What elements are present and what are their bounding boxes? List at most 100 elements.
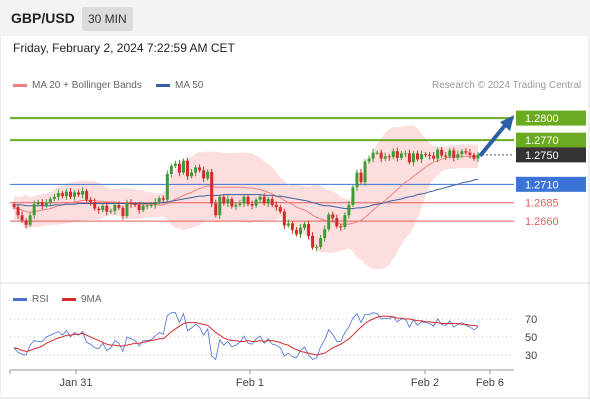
candle-body-58 [246,196,250,205]
timeframe-button[interactable]: 30 MIN [82,7,133,31]
candle-body-18 [85,190,89,200]
candle-body-19 [89,199,93,202]
candle-body-61 [258,196,262,200]
candle-body-92 [383,156,387,159]
x-label-3: Feb 6 [476,377,504,389]
candle-body-70 [294,229,298,235]
legend-9ma: 9MA [62,294,102,305]
candle-body-38 [165,174,169,200]
candle-body-47 [202,170,206,179]
candle-body-5 [32,204,36,216]
candle-body-67 [282,211,286,226]
candle-body-63 [266,199,270,204]
candle-body-17 [81,190,85,195]
candle-body-102 [424,154,428,156]
candle-body-98 [407,153,411,163]
candle-body-104 [432,155,436,159]
legend-ma20: MA 20 + Bollinger Bands [13,80,142,91]
candle-body-37 [161,198,165,200]
candle-body-80 [335,218,339,227]
candle-body-115 [476,154,480,159]
credit-text: Research © 2024 Trading Central [432,80,582,91]
candle-body-86 [359,172,363,183]
level-label-1: 1.2770 [525,135,559,147]
legend-ma50: MA 50 [156,80,203,91]
candle-body-43 [185,160,189,177]
legend-rsi-swatch [13,297,27,301]
legend-rsi: RSI [13,294,49,305]
candle-body-35 [153,201,157,205]
candle-body-32 [141,205,145,211]
candle-body-48 [206,171,210,179]
candle-body-68 [286,223,290,226]
candle-body-28 [125,202,129,216]
rsi-line [13,312,479,361]
candle-body-21 [97,208,101,211]
candle-body-105 [436,149,440,159]
candle-body-96 [399,153,403,158]
candle-body-45 [194,167,198,173]
candle-body-25 [113,204,117,211]
candle-body-31 [137,204,141,211]
candle-body-62 [262,196,266,204]
candle-body-6 [36,201,40,205]
candle-body-78 [327,214,331,230]
legend-ma50-label: MA 50 [175,80,204,91]
candle-body-55 [234,204,238,207]
candle-body-101 [420,154,424,160]
candle-body-107 [444,155,448,157]
level-label-3: 1.2710 [525,179,559,191]
candle-body-66 [278,207,282,212]
candle-body-114 [472,154,476,159]
candle-body-56 [238,203,242,205]
candle-body-90 [375,152,379,154]
candle-body-3 [24,220,28,225]
x-label-1: Feb 1 [236,377,264,389]
candle-body-82 [343,215,347,228]
candle-body-103 [428,154,432,156]
candle-body-84 [351,187,355,205]
candle-body-24 [109,210,113,212]
candle-body-73 [307,224,311,236]
forecast-arrow-head [500,115,514,132]
x-label-2: Feb 2 [411,377,439,389]
level-label-5: 1.2660 [525,216,559,228]
level-tag-2 [516,147,586,163]
candle-body-109 [452,150,456,158]
candle-body-69 [290,223,294,230]
candles [12,146,480,252]
candle-body-97 [403,153,407,155]
bollinger-band [14,125,478,270]
level-tag-1 [516,132,586,148]
candle-body-111 [460,151,464,155]
candle-body-57 [242,196,246,204]
forecast-arrow-shaft [478,122,508,158]
legend-ma20-label: MA 20 + Bollinger Bands [32,80,142,91]
candle-body-95 [395,151,399,158]
candle-body-85 [355,172,359,188]
legend-rsi-label: RSI [32,294,49,305]
candle-body-36 [157,198,161,202]
candle-body-99 [411,153,415,163]
candle-body-106 [440,149,444,156]
legend-9ma-swatch [62,297,76,301]
candle-body-93 [387,156,391,158]
rsi-tick-2: 30 [525,350,537,362]
candle-body-16 [77,192,81,195]
candle-body-59 [250,204,254,206]
candle-body-9 [48,199,52,203]
candle-body-14 [68,191,72,197]
candle-body-79 [331,214,335,219]
candle-body-100 [415,153,419,160]
candle-body-0 [12,204,16,208]
legend-9ma-label: 9MA [81,294,102,305]
candle-body-2 [20,215,24,221]
level-label-2: 1.2750 [525,150,559,162]
candle-body-39 [169,165,173,175]
candle-body-51 [218,196,222,216]
candle-body-113 [468,152,472,155]
candle-body-34 [149,204,153,206]
candle-body-71 [298,227,302,235]
candle-body-110 [456,154,460,158]
